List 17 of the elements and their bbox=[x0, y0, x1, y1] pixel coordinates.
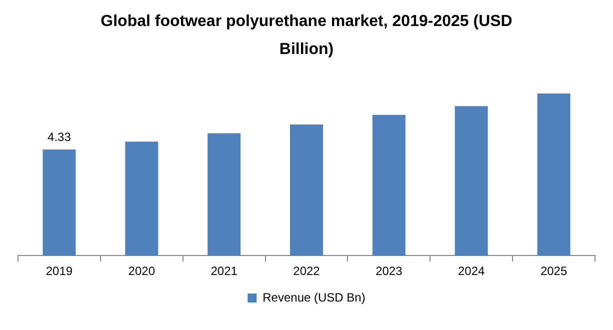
chart-title: Global footwear polyurethane market, 2019-2025 (USD Billion) bbox=[100, 12, 514, 60]
x-tick-label: 2022 bbox=[293, 264, 320, 278]
x-tick-label: 2020 bbox=[128, 264, 156, 278]
x-tick-label: 2025 bbox=[540, 264, 568, 278]
x-tick-label: 2021 bbox=[210, 264, 238, 278]
x-tick-label: 2019 bbox=[46, 264, 73, 278]
bar bbox=[454, 106, 488, 256]
bar bbox=[372, 114, 406, 256]
bar bbox=[290, 124, 323, 256]
data-label: 4.33 bbox=[48, 130, 72, 144]
x-tick-label: 2023 bbox=[376, 264, 403, 278]
legend-label: Revenue (USD Bn) bbox=[262, 290, 366, 304]
bar bbox=[537, 94, 570, 256]
x-tick-label: 2024 bbox=[458, 264, 486, 278]
bar bbox=[208, 133, 241, 256]
bar bbox=[125, 142, 158, 256]
bar bbox=[42, 149, 76, 256]
